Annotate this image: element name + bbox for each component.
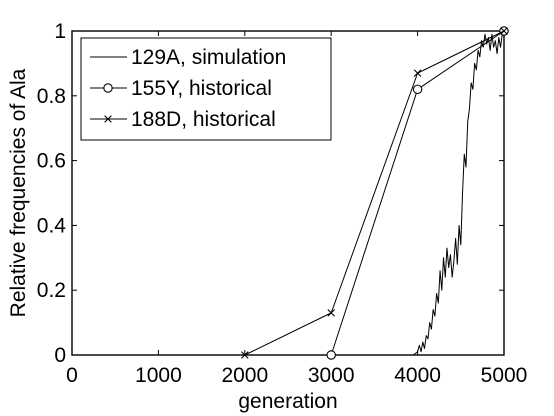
- data-point: [500, 27, 508, 35]
- x-tick-label: 5000: [481, 364, 528, 387]
- y-axis-label: Relative frequencies of Ala: [7, 68, 30, 317]
- series-1: [326, 26, 509, 360]
- y-tick-label: 0.6: [37, 150, 66, 173]
- x-axis-label: generation: [238, 390, 337, 413]
- legend-label: 188D, historical: [131, 108, 276, 131]
- y-tick-label: 1: [54, 20, 66, 43]
- series-layer: [241, 26, 509, 360]
- data-point: [326, 350, 336, 360]
- legend-label: 129A, simulation: [131, 46, 286, 69]
- legend-marker: [104, 115, 112, 123]
- series-2: [241, 27, 508, 359]
- plot-area: [71, 30, 505, 356]
- y-tick-label: 0: [54, 344, 66, 367]
- y-tick-label: 0.8: [37, 85, 66, 108]
- x-tick-label: 4000: [394, 364, 441, 387]
- y-tick-label: 0.2: [37, 279, 66, 302]
- legend-marker: [103, 83, 113, 93]
- series-0: [408, 30, 505, 356]
- axis-ticks: 0 1000 2000 3000 4000 5000 0 0.2 0.4 0.6 0.8 1: [37, 20, 528, 387]
- legend-entry: 188D, historical: [90, 108, 276, 131]
- series-line: [408, 30, 505, 356]
- legend-entry: 155Y, historical: [90, 77, 272, 100]
- x-tick-label: 3000: [308, 364, 355, 387]
- x-tick-label: 0: [66, 364, 78, 387]
- data-point: [241, 351, 249, 359]
- legend-box: [80, 37, 332, 141]
- data-point: [327, 309, 335, 317]
- series-line: [330, 30, 505, 356]
- series-line: [244, 30, 505, 356]
- legend-label: 155Y, historical: [131, 77, 272, 100]
- data-point: [412, 84, 423, 95]
- x-tick-label: 1000: [135, 364, 182, 387]
- legend: 129A, simulation 155Y, historical 188D, hi…: [80, 37, 332, 141]
- data-point: [413, 69, 422, 77]
- legend-entry: 129A, simulation: [90, 46, 286, 69]
- x-tick-label: 2000: [221, 364, 268, 387]
- y-tick-label: 0.4: [37, 214, 67, 237]
